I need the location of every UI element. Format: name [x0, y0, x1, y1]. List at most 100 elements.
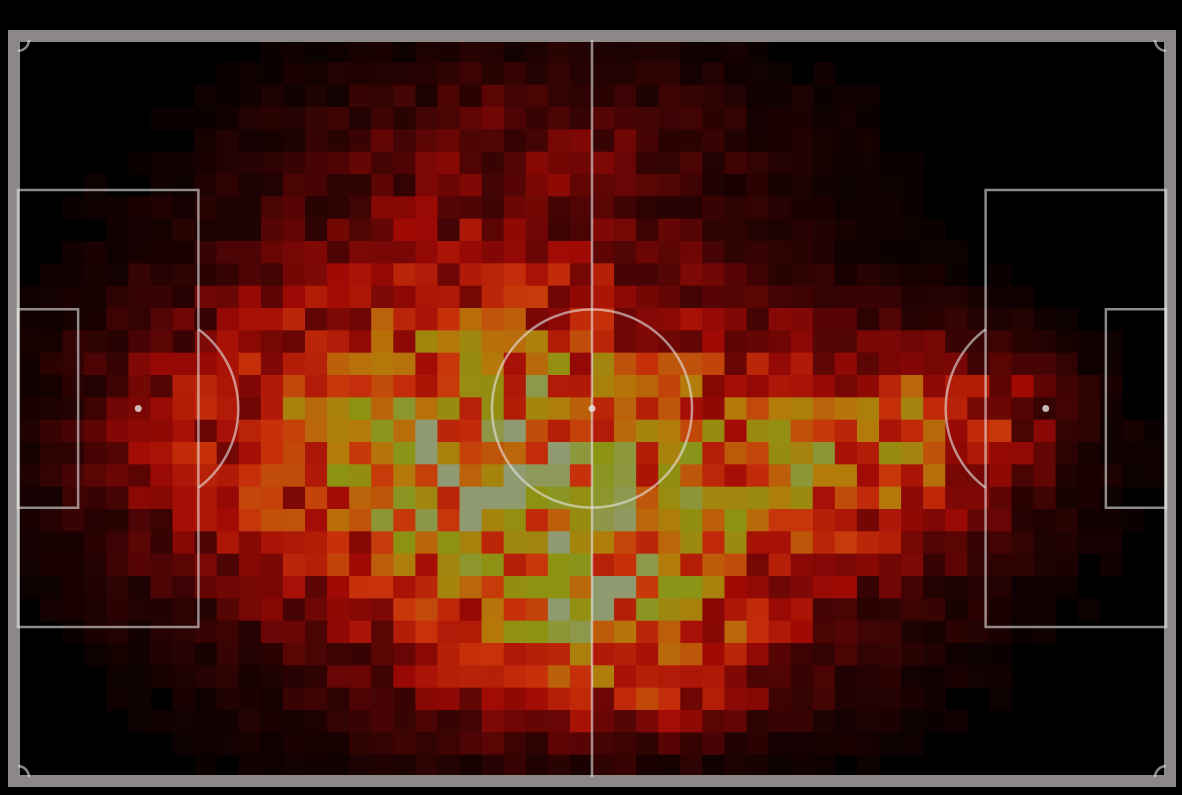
- heat-cell: [702, 308, 726, 331]
- heat-cell: [790, 531, 814, 555]
- heat-cell: [790, 174, 814, 197]
- heat-cell: [834, 464, 858, 488]
- heat-cell: [834, 509, 858, 532]
- heat-cell: [768, 531, 792, 555]
- heat-cell: [216, 710, 240, 733]
- heat-cell: [216, 397, 240, 421]
- heat-cell: [856, 464, 880, 488]
- heat-cell: [393, 754, 416, 778]
- heat-cell: [172, 509, 196, 532]
- heat-cell: [393, 553, 416, 577]
- heat-cell: [834, 330, 858, 354]
- heat-cell: [790, 151, 814, 175]
- heat-cell: [260, 687, 284, 711]
- heat-cell: [636, 174, 659, 197]
- heat-cell: [106, 308, 129, 331]
- heat-cell: [437, 285, 461, 309]
- heat-cell: [636, 107, 659, 130]
- heat-cell: [106, 375, 129, 398]
- heat-cell: [790, 263, 814, 287]
- heat-cell: [1143, 464, 1167, 488]
- heat-cell: [901, 196, 924, 220]
- heat-cell: [525, 330, 549, 354]
- corner-arc-bottom-right: [1153, 764, 1167, 778]
- heat-cell: [945, 643, 968, 666]
- heat-cell: [989, 665, 1013, 689]
- heat-cell: [150, 218, 174, 242]
- heat-cell: [768, 308, 792, 331]
- heat-cell: [1077, 419, 1101, 443]
- heat-cell: [525, 620, 549, 644]
- heat-cell: [614, 352, 637, 376]
- heat-cell: [923, 620, 946, 644]
- heat-cell: [1055, 486, 1079, 510]
- heat-cell: [128, 285, 152, 309]
- heat-cell: [834, 107, 858, 130]
- heat-cell: [349, 576, 372, 599]
- heat-cell: [437, 710, 461, 733]
- heat-cell: [856, 151, 880, 175]
- heat-cell: [945, 263, 968, 287]
- heat-cell: [1011, 486, 1035, 510]
- heat-cell: [768, 285, 792, 309]
- heat-cell: [680, 509, 703, 532]
- heat-cell: [1077, 531, 1101, 555]
- heat-cell: [702, 218, 726, 242]
- penalty-spot-left: [134, 405, 142, 412]
- heat-cell: [592, 486, 615, 510]
- heat-cell: [305, 665, 328, 689]
- heat-cell: [437, 531, 461, 555]
- heat-cell: [282, 263, 306, 287]
- heat-cell: [503, 442, 527, 465]
- heat-cell: [967, 308, 990, 331]
- heat-cell: [1033, 308, 1057, 331]
- centre-circle: [490, 308, 694, 509]
- heat-cell: [768, 397, 792, 421]
- heat-cell: [194, 598, 218, 622]
- heat-cell: [194, 665, 218, 689]
- heat-cell: [327, 754, 350, 778]
- heat-cell: [680, 732, 703, 756]
- heat-cell: [901, 263, 924, 287]
- heat-cell: [967, 285, 990, 309]
- heat-cell: [282, 665, 306, 689]
- heat-cell: [525, 754, 549, 778]
- heat-cell: [194, 84, 218, 108]
- heat-cell: [393, 531, 416, 555]
- heat-cell: [371, 84, 394, 108]
- heat-cell: [790, 308, 814, 331]
- heat-cell: [592, 352, 615, 376]
- heat-cell: [790, 352, 814, 376]
- heat-cell: [636, 665, 659, 689]
- heat-cell: [349, 442, 372, 465]
- heat-cell: [84, 174, 107, 197]
- heat-cell: [349, 710, 372, 733]
- heat-cell: [238, 129, 262, 153]
- heat-cell: [1099, 464, 1123, 488]
- heat-cell: [547, 218, 571, 242]
- heat-cell: [62, 352, 85, 376]
- heat-cell: [481, 553, 505, 577]
- heat-cell: [989, 643, 1013, 666]
- heat-cell: [305, 129, 328, 153]
- heat-cell: [680, 330, 703, 354]
- heat-cell: [768, 129, 792, 153]
- heat-cell: [481, 40, 505, 63]
- heat-cell: [967, 486, 990, 510]
- heat-cell: [393, 196, 416, 220]
- heat-cell: [680, 263, 703, 287]
- heat-cell: [592, 509, 615, 532]
- heat-cell: [724, 419, 748, 443]
- heat-cell: [305, 643, 328, 666]
- heat-cell: [150, 241, 174, 264]
- heat-cell: [216, 732, 240, 756]
- heat-cell: [658, 308, 681, 331]
- heat-cell: [768, 375, 792, 398]
- heat-cell: [371, 218, 394, 242]
- heat-cell: [525, 687, 549, 711]
- heat-cell: [415, 196, 439, 220]
- heat-cell: [614, 40, 637, 63]
- heat-cell: [812, 263, 836, 287]
- heat-cell: [702, 754, 726, 778]
- heat-cell: [327, 330, 350, 354]
